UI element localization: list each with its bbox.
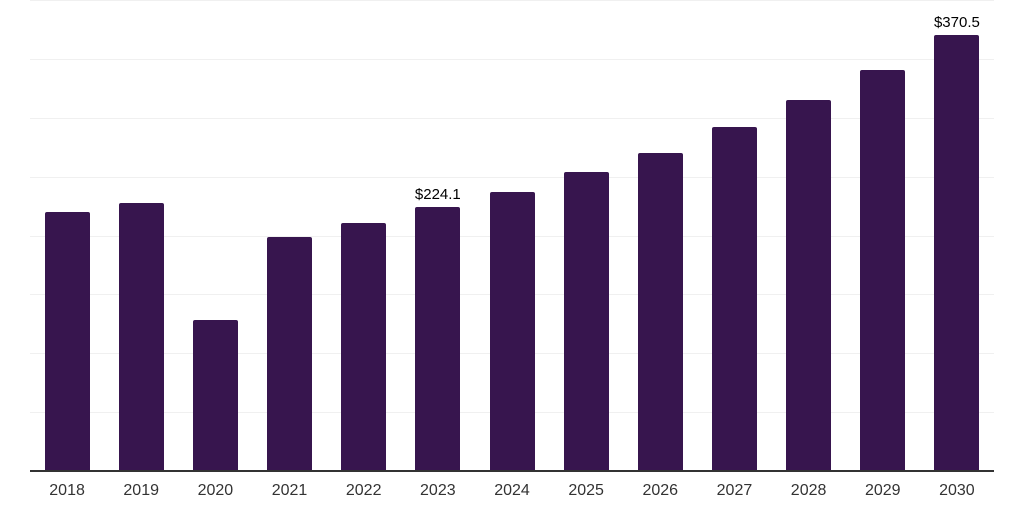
x-tick-2018: 2018 [49, 482, 85, 499]
bar-2024 [489, 191, 535, 471]
x-tick-2030: 2030 [939, 482, 975, 499]
x-tick-2025: 2025 [568, 482, 604, 499]
x-tick-2019: 2019 [123, 482, 159, 499]
data-label-2023: $224.1 [414, 186, 461, 204]
x-tick-2028: 2028 [790, 482, 827, 499]
bar-2030 [934, 34, 980, 471]
bar-2026 [637, 152, 683, 471]
x-tick-2022: 2022 [345, 482, 382, 499]
x-tick-2023: 2023 [420, 482, 456, 499]
x-tick-2024: 2024 [494, 482, 530, 499]
bar-2027 [711, 127, 757, 471]
bar-2018 [44, 211, 90, 471]
bar-2023 [415, 207, 461, 471]
x-tick-2027: 2027 [716, 482, 753, 499]
bar-2029 [860, 70, 906, 471]
bar-2019 [118, 202, 164, 471]
x-tick-2021: 2021 [271, 482, 308, 499]
bar-2028 [786, 100, 832, 471]
plot-area: $224.1 $370.5 [30, 0, 994, 471]
bar-2022 [341, 222, 387, 471]
gridline [30, 0, 994, 1]
gridline [30, 59, 994, 60]
bar-2020 [192, 319, 238, 471]
x-tick-2020: 2020 [197, 482, 234, 499]
bar-2025 [563, 171, 609, 471]
bar-2021 [267, 236, 313, 471]
gridline [30, 118, 994, 119]
x-tick-2029: 2029 [864, 482, 901, 499]
data-label-2030: $370.5 [933, 13, 980, 31]
x-tick-2026: 2026 [642, 482, 679, 499]
x-axis-line [30, 470, 994, 472]
gridline [30, 177, 994, 178]
